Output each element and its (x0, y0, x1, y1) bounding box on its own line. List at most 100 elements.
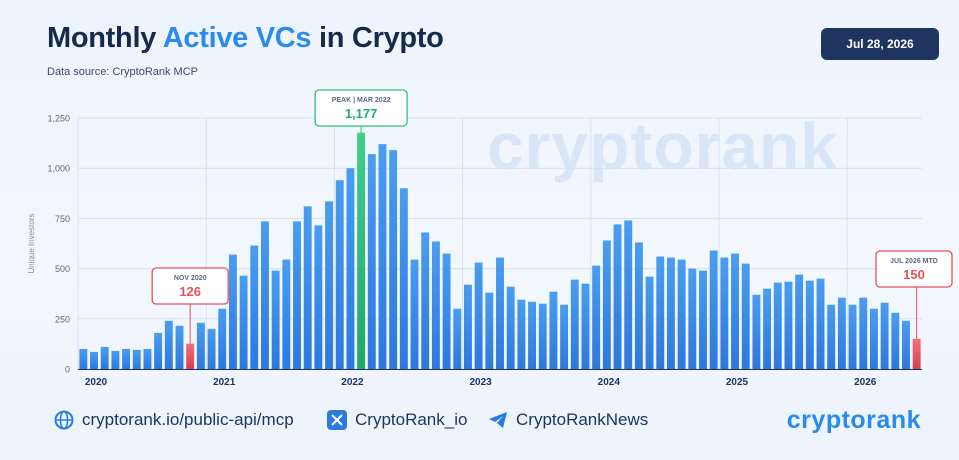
x-tick-label: 2020 (85, 377, 108, 388)
bar (442, 253, 451, 369)
bar (143, 348, 152, 369)
bar (560, 304, 569, 369)
footer-telegram[interactable]: CryptoRankNews (488, 410, 648, 430)
date-badge: Jul 28, 2026 (821, 28, 939, 60)
y-tick-label: 250 (55, 314, 70, 324)
bar (784, 281, 793, 369)
bar (186, 343, 195, 369)
bar-chart: 1,250 1,000 750 500 250 0 Unique Investors 2020… (27, 89, 953, 388)
y-tick-label: 0 (65, 365, 70, 375)
bar (613, 224, 622, 369)
bar (314, 225, 323, 369)
y-tick-label: 500 (55, 264, 70, 274)
y-tick-label: 750 (55, 214, 70, 224)
x-tick-label: 2022 (341, 377, 364, 388)
callout-label: PEAK | MAR 2022 (332, 97, 391, 104)
bar (666, 257, 675, 369)
bar (912, 338, 921, 369)
bar (517, 299, 526, 369)
callout-value: 126 (179, 284, 201, 299)
bar (261, 221, 269, 369)
bar (335, 180, 344, 369)
bar (880, 302, 889, 369)
callout-value: 1,177 (345, 106, 378, 121)
footer-website[interactable]: cryptorank.io/public-api/mcp (54, 410, 294, 430)
bar (154, 332, 163, 369)
bar (859, 297, 868, 369)
bar (463, 284, 472, 369)
callout-box (314, 89, 408, 127)
bar (848, 304, 857, 369)
bar (431, 241, 440, 369)
title-accent: Active VCs (162, 22, 312, 54)
globe-icon (54, 410, 74, 430)
bar (677, 259, 686, 369)
bar (699, 270, 707, 369)
footer: cryptorank.io/public-api/mcp CryptoRank_… (0, 400, 959, 440)
x-tick-label: 2026 (854, 377, 877, 388)
bar (228, 254, 237, 369)
bar (506, 286, 515, 369)
bar (805, 280, 814, 369)
x-tick-label: 2025 (726, 377, 749, 388)
bar (282, 259, 291, 369)
bar (656, 256, 665, 369)
bar (752, 294, 761, 369)
bar (816, 278, 825, 369)
bar (132, 349, 141, 369)
bar (111, 350, 120, 369)
bar (175, 325, 184, 369)
bar (902, 320, 910, 369)
bar (421, 232, 430, 369)
bar (827, 304, 836, 369)
bar (79, 348, 88, 369)
bar (645, 276, 654, 369)
page-title: Monthly Active VCs in Crypto (47, 22, 444, 54)
bar (837, 297, 846, 369)
bar (528, 301, 537, 369)
x-tick-label: 2023 (469, 377, 492, 388)
callout-value: 150 (903, 267, 925, 282)
callout-label: JUL 2026 MTD (890, 258, 938, 265)
bar (453, 308, 462, 369)
bar (239, 275, 248, 369)
bar (474, 262, 483, 369)
bar (303, 206, 312, 369)
bar (891, 312, 900, 369)
bar (90, 351, 98, 369)
data-source: Data source: CryptoRank MCP (47, 66, 198, 78)
watermark-logo: cryptorank (487, 109, 839, 183)
bar (164, 320, 173, 369)
brand-logo: cryptorank (786, 406, 921, 434)
bar (367, 154, 376, 369)
callout-box (151, 267, 229, 305)
bar (196, 322, 205, 369)
bar (207, 328, 216, 369)
bar (763, 288, 772, 369)
callout-label: NOV 2020 (174, 275, 207, 282)
bar (731, 253, 739, 369)
bar (218, 308, 227, 369)
bar (496, 257, 504, 369)
bar (869, 308, 878, 369)
bar (399, 188, 408, 369)
telegram-icon (488, 410, 508, 430)
y-tick-label: 1,000 (47, 164, 70, 174)
bar (485, 292, 494, 369)
bar (549, 291, 558, 369)
bar (720, 257, 729, 369)
bar (325, 201, 334, 369)
bar (624, 220, 633, 369)
bar (570, 279, 579, 369)
callout-box (875, 250, 953, 288)
bar (410, 259, 419, 369)
bar (581, 283, 590, 369)
bar (378, 144, 387, 369)
bar (741, 263, 750, 369)
bar (709, 250, 718, 369)
bar (122, 348, 131, 369)
footer-x[interactable]: CryptoRank_io (327, 410, 467, 430)
bar (293, 221, 301, 369)
x-tick-label: 2024 (598, 377, 621, 388)
x-tick-label: 2021 (213, 377, 236, 388)
